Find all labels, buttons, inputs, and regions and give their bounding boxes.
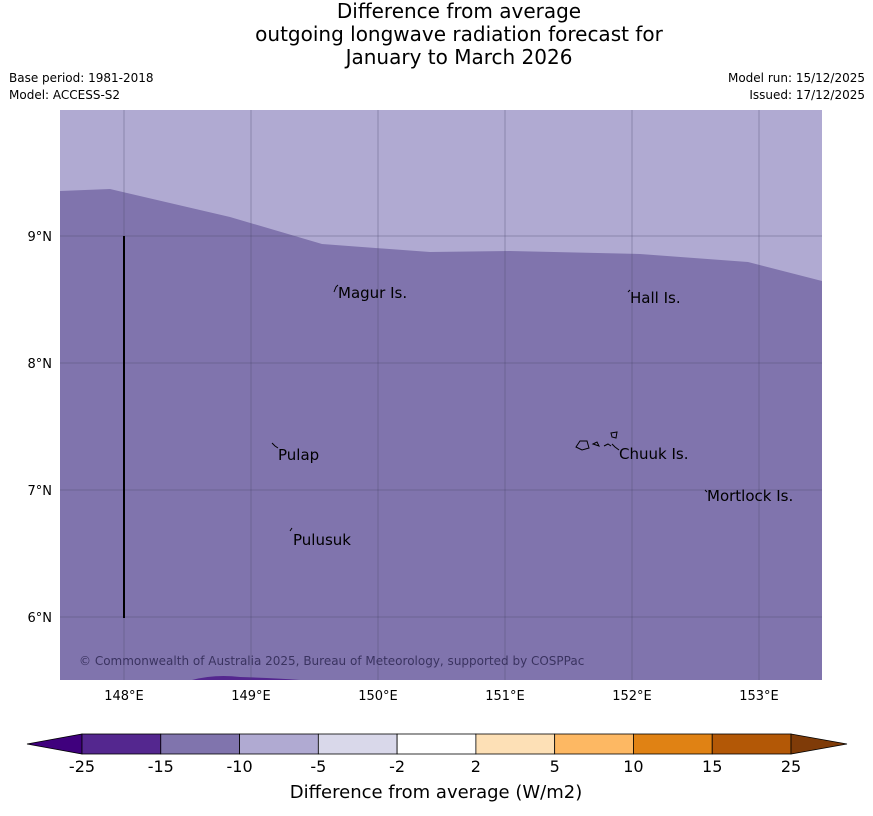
islands: [271, 284, 708, 532]
magur-island-shape: [333, 284, 339, 293]
colorbar-box: [81, 733, 162, 755]
colorbar-tick-label: -5: [310, 757, 326, 776]
lat-label-9n: 9°N: [28, 230, 53, 245]
lat-label-6n: 6°N: [28, 611, 53, 626]
chuuk-island-shape-b: [591, 441, 600, 447]
lon-label-149e: 149°E: [231, 689, 271, 704]
colorbar-box: [160, 733, 240, 755]
title-line-1: Difference from average: [336, 0, 582, 23]
anomaly-region-minus25-minus15: [192, 676, 300, 680]
colorbar-box: [396, 733, 477, 755]
colorbar-extend-low: [26, 733, 83, 755]
title-line-2: outgoing longwave radiation forecast for: [255, 22, 663, 46]
colorbar-box: [475, 733, 556, 755]
model-name: Model: ACCESS-S2: [9, 88, 121, 102]
colorbar-box: [711, 733, 792, 755]
place-label-magur: Magur Is.: [338, 284, 407, 302]
colorbar-box: [317, 733, 398, 755]
lon-label-153e: 153°E: [739, 689, 779, 704]
place-label-chuuk: Chuuk Is.: [619, 445, 688, 463]
issued-date: Issued: 17/12/2025: [749, 88, 865, 102]
map: Magur Is. Hall Is. Pulap Chuuk Is. Mortl…: [28, 110, 822, 704]
colorbar-boxes: [26, 733, 848, 755]
colorbar-ticks: -25 -15 -10 -5 -2 2 5 10 15 25: [69, 757, 801, 776]
colorbar-tick-label: 5: [550, 757, 560, 776]
lon-label-150e: 150°E: [358, 689, 398, 704]
chuuk-island-shape-a: [575, 440, 590, 451]
lat-label-7n: 7°N: [28, 484, 53, 499]
meta-right: Model run: 15/12/2025 Issued: 17/12/2025: [728, 70, 865, 104]
hall-island-shape: [627, 289, 631, 293]
colorbar-box: [554, 733, 634, 755]
colorbar-extend-high: [790, 733, 848, 755]
colorbar-tick-label: -25: [69, 757, 95, 776]
chuuk-island-shape-d: [610, 431, 618, 439]
lon-label-152e: 152°E: [612, 689, 652, 704]
chart-title: Difference from average outgoing longwav…: [0, 0, 873, 69]
pulusuk-island-shape: [289, 527, 293, 532]
pulap-island-shape: [271, 442, 279, 449]
colorbar-box: [633, 733, 713, 755]
chuuk-island-shape-e: [611, 443, 620, 451]
meta-left: Base period: 1981-2018 Model: ACCESS-S2: [9, 70, 154, 104]
colorbar-tick-label: 10: [623, 757, 643, 776]
colorbar-label: Difference from average (W/m2): [290, 782, 582, 803]
colorbar-tick-label: -10: [226, 757, 252, 776]
title-line-3: January to March 2026: [345, 45, 573, 69]
copyright-text: © Commonwealth of Australia 2025, Bureau…: [79, 654, 584, 668]
model-run: Model run: 15/12/2025: [727, 71, 865, 85]
colorbar-tick-label: -15: [148, 757, 174, 776]
lon-label-148e: 148°E: [104, 689, 144, 704]
colorbar-tick-label: 2: [471, 757, 481, 776]
colorbar-tick-label: 25: [781, 757, 801, 776]
colorbar-tick-label: 15: [702, 757, 722, 776]
place-label-mortlock: Mortlock Is.: [707, 487, 793, 505]
place-label-hall: Hall Is.: [630, 289, 681, 307]
base-period: Base period: 1981-2018: [9, 71, 154, 85]
anomaly-region-minus10-minus5: [60, 110, 822, 281]
lon-label-151e: 151°E: [485, 689, 525, 704]
colorbar: -25 -15 -10 -5 -2 2 5 10 15 25 Difference from av…: [26, 733, 848, 803]
mortlock-island-shape: [704, 489, 708, 493]
colorbar-box: [239, 733, 319, 755]
lat-label-8n: 8°N: [28, 357, 53, 372]
colorbar-tick-label: -2: [389, 757, 405, 776]
chuuk-island-shape-c: [603, 443, 612, 447]
place-label-pulap: Pulap: [278, 446, 319, 464]
place-label-pulusuk: Pulusuk: [293, 531, 351, 549]
